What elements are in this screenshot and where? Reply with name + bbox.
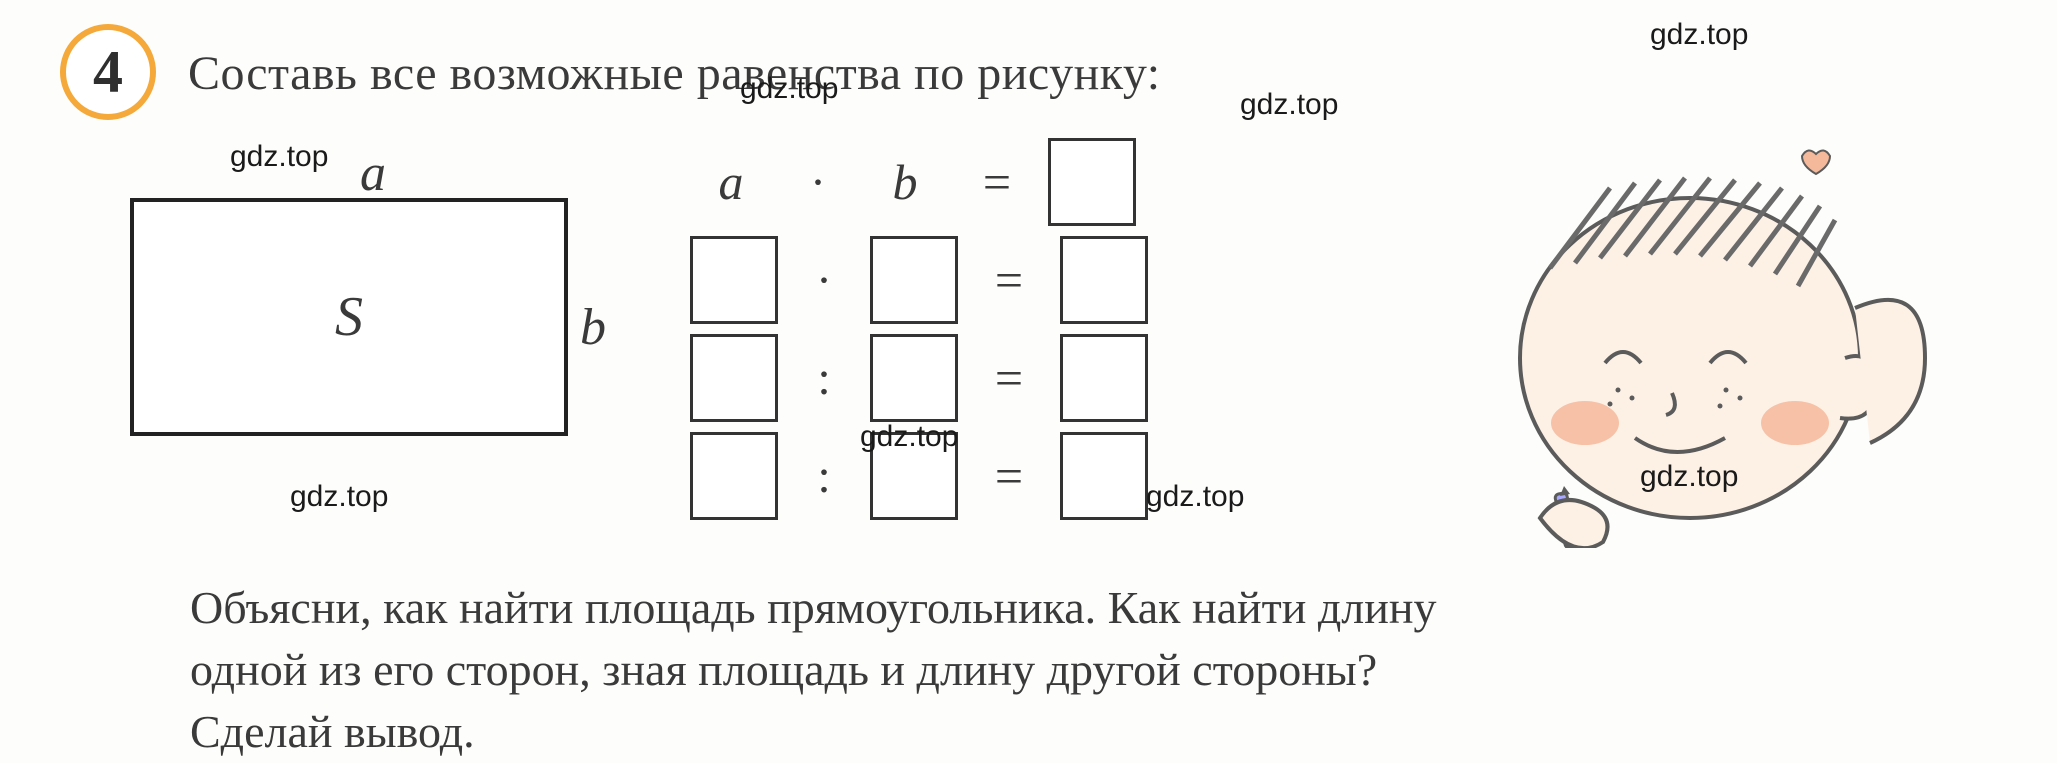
eq4-right-box[interactable] <box>870 432 958 520</box>
eq4-left-box[interactable] <box>690 432 778 520</box>
instruction-line-2: одной из его сторон, зная площадь и длин… <box>190 639 1957 701</box>
header-row: 4 Составь все возможные равенства по рис… <box>60 30 1997 120</box>
eq3-right-box[interactable] <box>870 334 958 422</box>
instruction-line-3: Сделай вывод. <box>190 701 1957 763</box>
eq3-left-box[interactable] <box>690 334 778 422</box>
equation-row-2: · = <box>690 234 1410 326</box>
content-row: a S b a · b = · = : <box>60 128 1997 553</box>
problem-title: Составь все возможные равенства по рисун… <box>188 46 1161 101</box>
eq2-result-box[interactable] <box>1060 236 1148 324</box>
problem-number: 4 <box>93 38 123 107</box>
eq4-result-box[interactable] <box>1060 432 1148 520</box>
child-illustration-icon <box>1410 128 1950 548</box>
eq1-eq: = <box>972 153 1022 211</box>
problem-number-badge: 4 <box>60 24 156 120</box>
eq4-eq: = <box>984 447 1034 505</box>
equation-row-3: : = <box>690 332 1410 424</box>
eq2-right-box[interactable] <box>870 236 958 324</box>
side-a-label: a <box>360 144 386 203</box>
eq1-left: a <box>690 141 772 223</box>
illustration <box>1410 128 1970 553</box>
eq3-eq: = <box>984 349 1034 407</box>
equation-row-4: : = <box>690 430 1410 522</box>
equations-block: a · b = · = : = : <box>690 128 1410 528</box>
eq3-result-box[interactable] <box>1060 334 1148 422</box>
instruction-text: Объясни, как найти площадь прямоугольник… <box>60 577 1997 763</box>
eq4-op: : <box>804 449 844 504</box>
page: 4 Составь все возможные равенства по рис… <box>0 0 2057 744</box>
eq1-result-box[interactable] <box>1048 138 1136 226</box>
eq1-op: · <box>798 155 838 210</box>
side-b-label: b <box>580 298 606 357</box>
equation-row-1: a · b = <box>690 136 1410 228</box>
eq1-right: b <box>864 141 946 223</box>
instruction-line-1: Объясни, как найти площадь прямоугольник… <box>190 577 1957 639</box>
rectangle: S <box>130 198 568 436</box>
rectangle-figure: a S b <box>60 128 690 436</box>
eq2-op: · <box>804 253 844 308</box>
eq2-eq: = <box>984 251 1034 309</box>
eq3-op: : <box>804 351 844 406</box>
area-s-label: S <box>335 285 363 349</box>
eq2-left-box[interactable] <box>690 236 778 324</box>
